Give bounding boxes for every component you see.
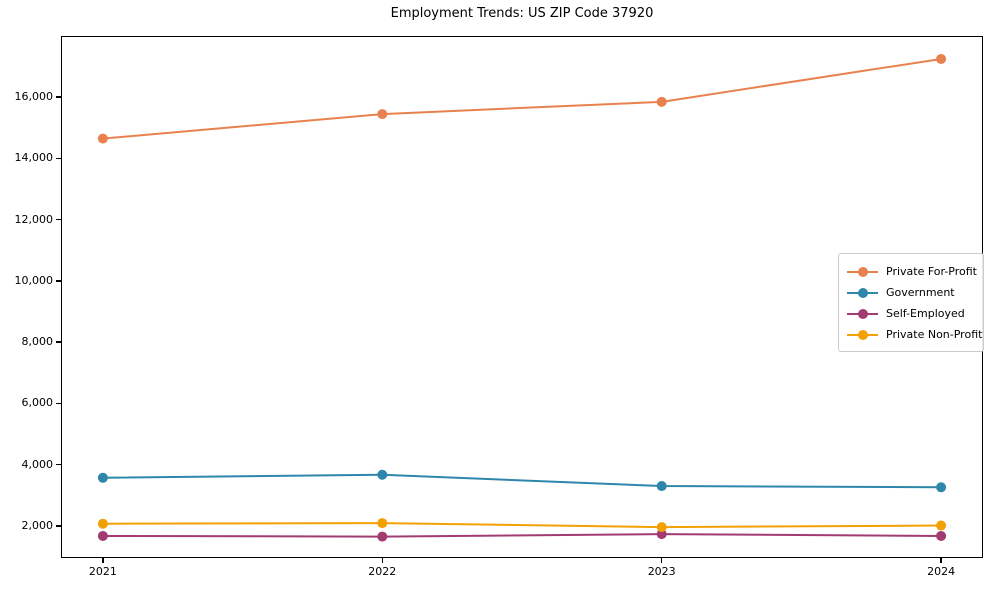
data-point-marker <box>656 522 667 533</box>
series-private-non-profit <box>97 518 947 533</box>
x-axis-tick-label: 2023 <box>647 565 676 578</box>
legend-marker <box>847 287 878 298</box>
legend-item: Government <box>847 282 975 303</box>
legend-marker-dot <box>857 266 868 277</box>
data-point-marker <box>97 133 108 144</box>
series-self-employed <box>97 529 947 542</box>
legend-marker-dot <box>857 287 868 298</box>
legend-label: Self-Employed <box>886 307 965 320</box>
legend-marker-dot <box>857 308 868 319</box>
x-axis-tick <box>381 558 384 563</box>
y-axis-tick <box>56 280 61 282</box>
y-axis-tick <box>56 218 61 221</box>
data-point-marker <box>97 530 108 541</box>
legend: Private For-Profit Government Self-Employe… <box>838 253 984 352</box>
x-axis-tick <box>660 558 663 563</box>
y-axis-tick-label: 2,000 <box>21 518 54 532</box>
y-axis-tick-label: 10,000 <box>14 273 54 287</box>
y-axis-tick-label: 14,000 <box>14 151 54 165</box>
y-axis-tick <box>56 341 61 343</box>
data-point-marker <box>97 472 108 483</box>
data-point-marker <box>97 518 108 529</box>
y-axis-tick-label: 16,000 <box>14 90 54 104</box>
legend-item: Self-Employed <box>847 303 975 324</box>
legend-item: Private Non-Profit <box>847 324 982 345</box>
series-line <box>102 473 942 489</box>
data-point-marker <box>656 96 667 107</box>
plot-svg <box>97 53 947 542</box>
x-axis-tick <box>940 558 942 563</box>
y-axis-tick <box>56 96 61 98</box>
chart-title: Employment Trends: US ZIP Code 37920 <box>390 6 654 21</box>
y-axis-tick <box>56 157 61 160</box>
legend-label: Private For-Profit <box>886 265 977 278</box>
data-point-marker <box>936 482 947 493</box>
series-line <box>102 57 942 140</box>
legend-marker <box>847 329 878 340</box>
legend-marker <box>847 308 878 319</box>
legend-label: Private Non-Profit <box>886 328 983 341</box>
data-point-marker <box>377 469 388 480</box>
series-line <box>102 522 942 529</box>
series-line <box>102 533 942 538</box>
y-axis-tick-label: 8,000 <box>21 335 54 349</box>
y-axis-tick-label: 6,000 <box>21 396 54 410</box>
data-point-marker <box>936 530 947 541</box>
data-point-marker <box>377 518 388 529</box>
x-axis-tick-label: 2024 <box>927 565 956 578</box>
data-point-marker <box>656 481 667 492</box>
series-private-for-profit <box>97 53 947 144</box>
y-axis-tick <box>56 463 61 466</box>
y-axis-tick <box>56 402 61 405</box>
data-point-marker <box>377 531 388 542</box>
legend-label: Government <box>886 286 955 299</box>
data-point-marker <box>936 53 947 64</box>
legend-marker <box>847 266 878 277</box>
x-axis-tick-label: 2021 <box>88 565 117 578</box>
legend-item: Private For-Profit <box>847 261 977 282</box>
data-point-marker <box>656 529 667 540</box>
y-axis-tick <box>56 525 61 527</box>
legend-marker-dot <box>857 329 868 340</box>
data-point-marker <box>936 520 947 531</box>
series-government <box>97 469 947 493</box>
x-axis-tick-label: 2022 <box>368 565 397 578</box>
data-point-marker <box>377 109 388 120</box>
y-axis-tick-label: 4,000 <box>21 457 54 471</box>
x-axis-tick <box>102 558 104 563</box>
y-axis-tick-label: 12,000 <box>14 212 54 226</box>
